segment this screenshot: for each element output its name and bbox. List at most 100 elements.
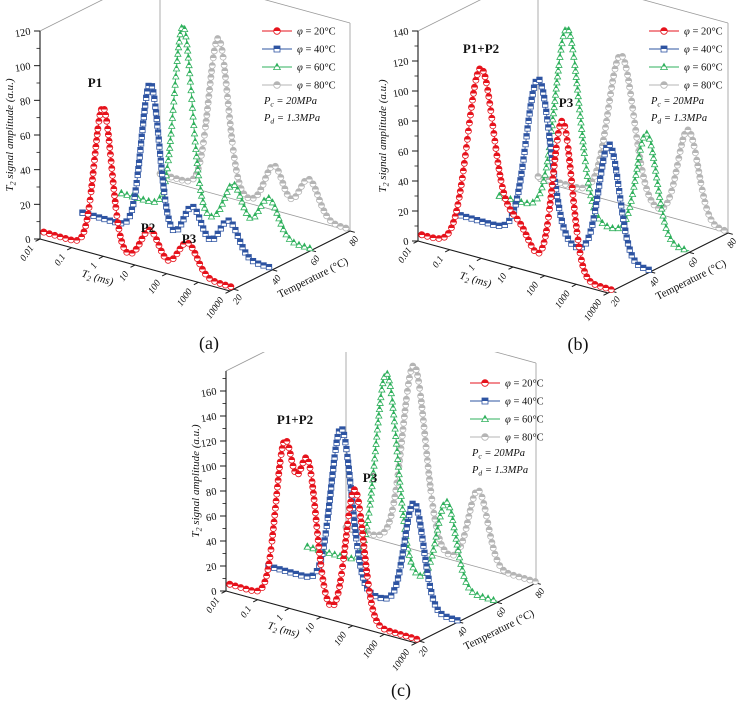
legend-entry-40: φ = 40°C (684, 45, 723, 56)
svg-text:1: 1 (467, 263, 478, 273)
annotation-P3: P3 (363, 470, 378, 485)
series-60C (117, 23, 314, 252)
svg-text:40: 40 (270, 274, 284, 288)
z-axis-ticks: 0 20 40 60 80 100 120 (14, 27, 40, 247)
svg-text:20: 20 (19, 200, 31, 213)
legend: φ = 20°C φ = 40°C φ = 60°C φ = 80°C Pc = 20M… (470, 379, 544, 477)
svg-text:140: 140 (392, 27, 409, 41)
x-axis-label: T2 (ms) (80, 268, 115, 290)
annotation-P3: P3 (559, 95, 574, 110)
svg-text:1000: 1000 (554, 289, 573, 311)
legend-condition-0: Pc = 20MPa (471, 448, 525, 460)
svg-text:10000: 10000 (205, 296, 227, 321)
svg-text:80: 80 (534, 587, 548, 601)
svg-text:60: 60 (205, 512, 217, 525)
legend-entry-60: φ = 60°C (505, 415, 544, 426)
annotation-P1+P2: P1+P2 (277, 412, 313, 427)
svg-text:120: 120 (14, 27, 31, 41)
svg-text:40: 40 (648, 276, 662, 290)
svg-text:80: 80 (397, 117, 409, 130)
svg-text:1000: 1000 (176, 287, 195, 309)
plot-box-frame (225, 352, 537, 584)
svg-text:40: 40 (205, 537, 217, 550)
z-axis-ticks: 0 20 40 60 80 100 120 140 160 (200, 378, 226, 599)
svg-text:120: 120 (392, 57, 409, 71)
svg-text:0.01: 0.01 (397, 246, 415, 265)
svg-text:160: 160 (200, 387, 217, 401)
svg-text:60: 60 (309, 254, 323, 268)
legend-condition-1: Pd = 1.3MPa (471, 465, 528, 477)
legend-entry-80: φ = 80°C (505, 433, 544, 444)
legend-entry-20: φ = 20°C (684, 27, 723, 38)
svg-text:1: 1 (275, 613, 286, 623)
legend-entry-40: φ = 40°C (505, 397, 544, 408)
svg-text:0: 0 (24, 235, 31, 247)
svg-text:10: 10 (496, 272, 510, 286)
svg-text:100: 100 (525, 280, 542, 298)
svg-text:100: 100 (200, 462, 217, 476)
legend-condition-0: Pc = 20MPa (650, 96, 704, 108)
series-20C (40, 105, 235, 291)
annotation-P2: P2 (141, 220, 155, 235)
legend: φ = 20°C φ = 40°C φ = 60°C φ = 80°C Pc = 20M… (649, 27, 723, 125)
svg-text:0.1: 0.1 (239, 605, 254, 620)
x-axis-label: T2 (ms) (266, 620, 301, 642)
legend-entry-80: φ = 80°C (684, 81, 723, 92)
legend: φ = 20°C φ = 40°C φ = 60°C φ = 80°C Pc = 20M… (262, 27, 336, 125)
svg-text:0.01: 0.01 (205, 596, 223, 615)
svg-text:1: 1 (89, 261, 100, 271)
caption-panel-b: (b) (567, 334, 589, 354)
series-80C (342, 362, 539, 585)
chart-panel-c: 0 20 40 60 80 100 120 140 160 0.01 0.1 1 10 100 100 0 10… (190, 352, 548, 673)
svg-text:0.1: 0.1 (431, 255, 446, 270)
z-axis-label: T2 signal amplitude (a.u.) (377, 79, 390, 192)
svg-text:100: 100 (333, 630, 350, 648)
caption-panel-c: (c) (391, 680, 411, 700)
legend-entry-40: φ = 40°C (297, 45, 336, 56)
svg-text:60: 60 (495, 606, 509, 620)
svg-text:80: 80 (348, 235, 362, 249)
svg-text:40: 40 (397, 177, 409, 190)
temperature-axis-ticks: 20 40 60 80 (609, 232, 740, 309)
svg-text:0: 0 (210, 587, 217, 599)
svg-text:60: 60 (397, 147, 409, 160)
legend-entry-20: φ = 20°C (297, 27, 336, 38)
svg-text:80: 80 (205, 487, 217, 500)
svg-text:20: 20 (609, 295, 623, 309)
svg-text:40: 40 (456, 626, 470, 640)
svg-text:120: 120 (200, 437, 217, 451)
series-80C (156, 35, 351, 232)
plot-box-frame (417, 0, 729, 234)
chart-panel-a: 0 20 40 60 80 100 120 0.01 0.1 1 10 100 1000 10000 T2 … (4, 0, 362, 321)
x-axis-ticks: 0.01 0.1 1 10 100 1000 10000 (397, 240, 609, 323)
series-20C (226, 437, 421, 643)
svg-text:60: 60 (19, 131, 31, 144)
svg-text:100: 100 (147, 278, 164, 296)
chart-panel-b: 0 20 40 60 80 100 120 140 0.01 0.1 1 10 100 1000 10000… (377, 0, 740, 323)
svg-text:140: 140 (200, 412, 217, 426)
annotation-P1+P2: P1+P2 (463, 41, 499, 56)
svg-text:0: 0 (402, 237, 409, 249)
caption-panel-a: (a) (199, 333, 219, 353)
z-axis-ticks: 0 20 40 60 80 100 120 140 (392, 27, 418, 249)
svg-text:20: 20 (231, 293, 245, 307)
legend-condition-1: Pd = 1.3MPa (650, 113, 707, 125)
x-axis-label: T2 (ms) (458, 270, 493, 292)
svg-text:10: 10 (304, 622, 318, 636)
svg-text:40: 40 (19, 165, 31, 178)
svg-text:10000: 10000 (391, 648, 413, 673)
svg-text:10: 10 (118, 270, 132, 284)
legend-condition-0: Pc = 20MPa (263, 96, 317, 108)
svg-text:100: 100 (392, 87, 409, 101)
legend-condition-1: Pd = 1.3MPa (263, 113, 320, 125)
svg-text:0.1: 0.1 (53, 253, 68, 268)
legend-entry-60: φ = 60°C (297, 63, 336, 74)
series-20C (418, 65, 615, 294)
svg-text:60: 60 (687, 256, 701, 270)
annotation-P1: P1 (88, 75, 102, 90)
svg-text:80: 80 (19, 96, 31, 109)
svg-text:20: 20 (417, 645, 431, 659)
legend-entry-60: φ = 60°C (684, 63, 723, 74)
svg-text:20: 20 (205, 562, 217, 575)
